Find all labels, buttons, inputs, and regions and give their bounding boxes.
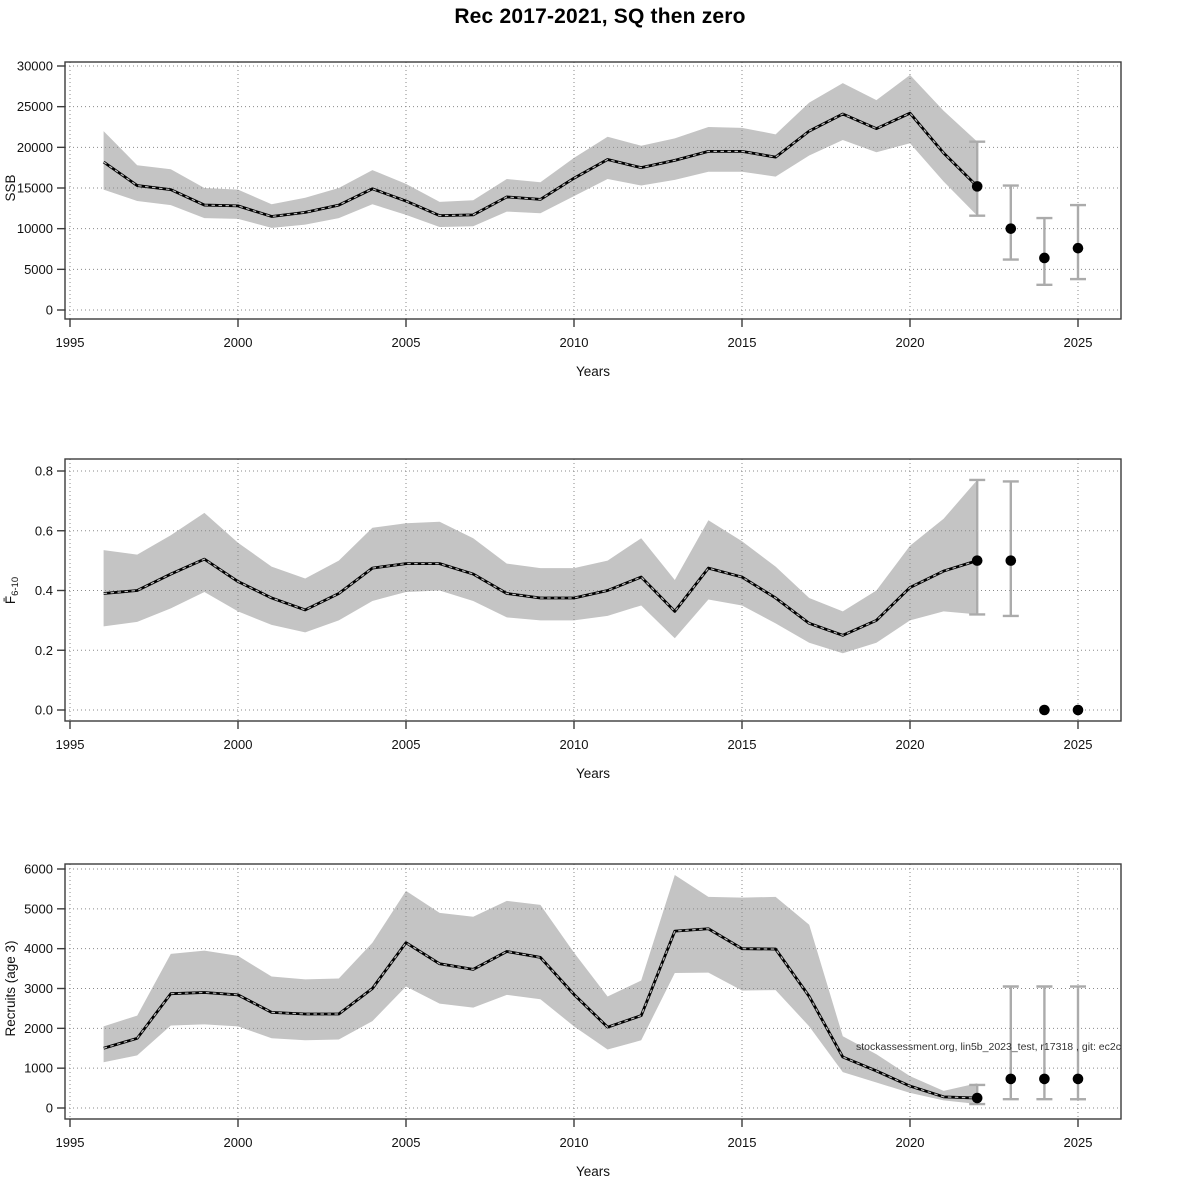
svg-text:1995: 1995 — [56, 737, 85, 752]
svg-text:2020: 2020 — [896, 1135, 925, 1150]
recruits-tick-labels: 1995 2000 2005 2010 2015 2020 2025 0 1000 2000 300… — [24, 862, 1092, 1151]
ssb-confidence-band — [103, 74, 978, 228]
svg-text:0.6: 0.6 — [35, 523, 53, 538]
ssb-forecast-point-2023 — [1005, 223, 1017, 234]
svg-text:0: 0 — [46, 1101, 53, 1116]
svg-text:2025: 2025 — [1064, 737, 1093, 752]
svg-text:2020: 2020 — [896, 335, 925, 350]
ssb-error-bar-2023 — [1002, 184, 1019, 261]
svg-text:1995: 1995 — [56, 1135, 85, 1150]
ssb-axis-ticks — [57, 65, 1079, 327]
recruits-confidence-band — [103, 874, 978, 1105]
watermark-text: stockassessment.org, lin5b_2023_test, r1… — [856, 1041, 1121, 1053]
fbar-tick-labels: 1995 2000 2005 2010 2015 2020 2025 0.0 0.2 0.4 0.6… — [35, 464, 1093, 753]
svg-text:2015: 2015 — [728, 737, 757, 752]
fbar-forecast-point-2024 — [1039, 704, 1050, 716]
svg-text:2015: 2015 — [728, 1135, 757, 1150]
svg-text:0.2: 0.2 — [35, 643, 53, 658]
svg-text:5000: 5000 — [24, 901, 53, 916]
fbar-forecast — [969, 478, 1084, 716]
fbar-error-bar-2022 — [969, 478, 986, 616]
recruits-forecast-point-2024 — [1039, 1073, 1050, 1085]
fbar-error-bar-2023 — [1002, 480, 1019, 618]
recruits-forecast-point-2023 — [1005, 1073, 1017, 1085]
svg-text:2000: 2000 — [224, 737, 253, 752]
ssb-forecast-point-2025 — [1072, 242, 1084, 254]
recruits-median-line-dashes — [103, 928, 978, 1099]
recruits-forecast — [969, 985, 1086, 1106]
ssb-forecast-point-2024 — [1039, 252, 1050, 264]
recruits-forecast-point-2022 — [971, 1092, 983, 1104]
svg-text:1000: 1000 — [24, 1061, 53, 1076]
fbar-forecast-point-2023 — [1005, 555, 1017, 566]
svg-text:2010: 2010 — [560, 1135, 589, 1150]
svg-text:2015: 2015 — [728, 335, 757, 350]
svg-text:2020: 2020 — [896, 737, 925, 752]
ssb-panel: 1995 2000 2005 2010 2015 2020 2025 0 5000 10000 15… — [3, 59, 1122, 379]
svg-text:2005: 2005 — [392, 335, 421, 350]
svg-text:20000: 20000 — [17, 140, 53, 155]
ssb-median-line-dashes — [103, 112, 978, 218]
ssb-ylabel: SSB — [3, 174, 18, 201]
recruits-panel: 1995 2000 2005 2010 2015 2020 2025 0 1000 2000 300… — [3, 862, 1122, 1179]
fbar-median-line-dashes — [103, 558, 978, 636]
recruits-plot-box — [64, 863, 1122, 1120]
svg-text:0: 0 — [46, 303, 53, 318]
recruits-axis-ticks — [57, 868, 1079, 1127]
svg-text:15000: 15000 — [17, 181, 53, 196]
svg-text:1995: 1995 — [56, 335, 85, 350]
recruits-ylabel: Recruits (age 3) — [3, 940, 18, 1036]
svg-text:30000: 30000 — [17, 59, 53, 74]
svg-text:2000: 2000 — [224, 335, 253, 350]
svg-text:5000: 5000 — [24, 262, 53, 277]
ssb-error-bar-2022 — [969, 140, 986, 217]
fbar-forecast-point-2022 — [971, 555, 983, 566]
svg-text:3000: 3000 — [24, 981, 53, 996]
svg-text:2005: 2005 — [392, 737, 421, 752]
fbar-panel: 1995 2000 2005 2010 2015 2020 2025 0.0 0.2 0.4 0.6… — [3, 458, 1122, 781]
svg-text:2025: 2025 — [1064, 335, 1093, 350]
svg-text:2000: 2000 — [224, 1135, 253, 1150]
ssb-error-bar-2025 — [1070, 203, 1086, 281]
svg-text:2000: 2000 — [24, 1021, 53, 1036]
svg-text:2025: 2025 — [1064, 1135, 1093, 1150]
svg-text:0.8: 0.8 — [35, 464, 53, 479]
ssb-gridlines — [65, 62, 1121, 319]
ssb-xlabel: Years — [576, 364, 610, 379]
recruits-xlabel: Years — [576, 1164, 610, 1179]
svg-text:4000: 4000 — [24, 941, 53, 956]
svg-text:0.0: 0.0 — [35, 703, 53, 718]
svg-text:2005: 2005 — [392, 1135, 421, 1150]
ssb-error-bar-2024 — [1036, 216, 1053, 286]
svg-text:25000: 25000 — [17, 99, 53, 114]
fbar-axis-ticks — [57, 470, 1079, 729]
fbar-forecast-point-2025 — [1072, 704, 1084, 716]
fbar-confidence-band — [103, 479, 978, 654]
fbar-gridlines — [65, 459, 1121, 721]
svg-text:2010: 2010 — [560, 737, 589, 752]
svg-text:2010: 2010 — [560, 335, 589, 350]
svg-text:10000: 10000 — [17, 221, 53, 236]
recruits-forecast-point-2025 — [1072, 1073, 1084, 1085]
ssb-plot-box — [64, 61, 1122, 320]
plot-title: Rec 2017-2021, SQ then zero — [454, 5, 746, 28]
ssb-tick-labels: 1995 2000 2005 2010 2015 2020 2025 0 5000 10000 15… — [17, 59, 1093, 351]
ssb-forecast-point-2022 — [971, 181, 983, 192]
ssb-forecast — [969, 140, 1086, 286]
fbar-xlabel: Years — [576, 766, 610, 781]
svg-text:6000: 6000 — [24, 862, 53, 877]
fbar-ylabel: F̄6-10 — [3, 577, 21, 604]
svg-text:0.4: 0.4 — [35, 583, 53, 598]
